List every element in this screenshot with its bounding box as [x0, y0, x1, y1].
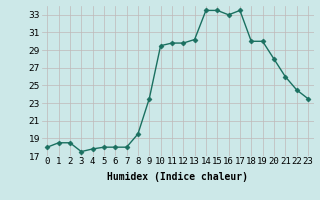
X-axis label: Humidex (Indice chaleur): Humidex (Indice chaleur) [107, 172, 248, 182]
